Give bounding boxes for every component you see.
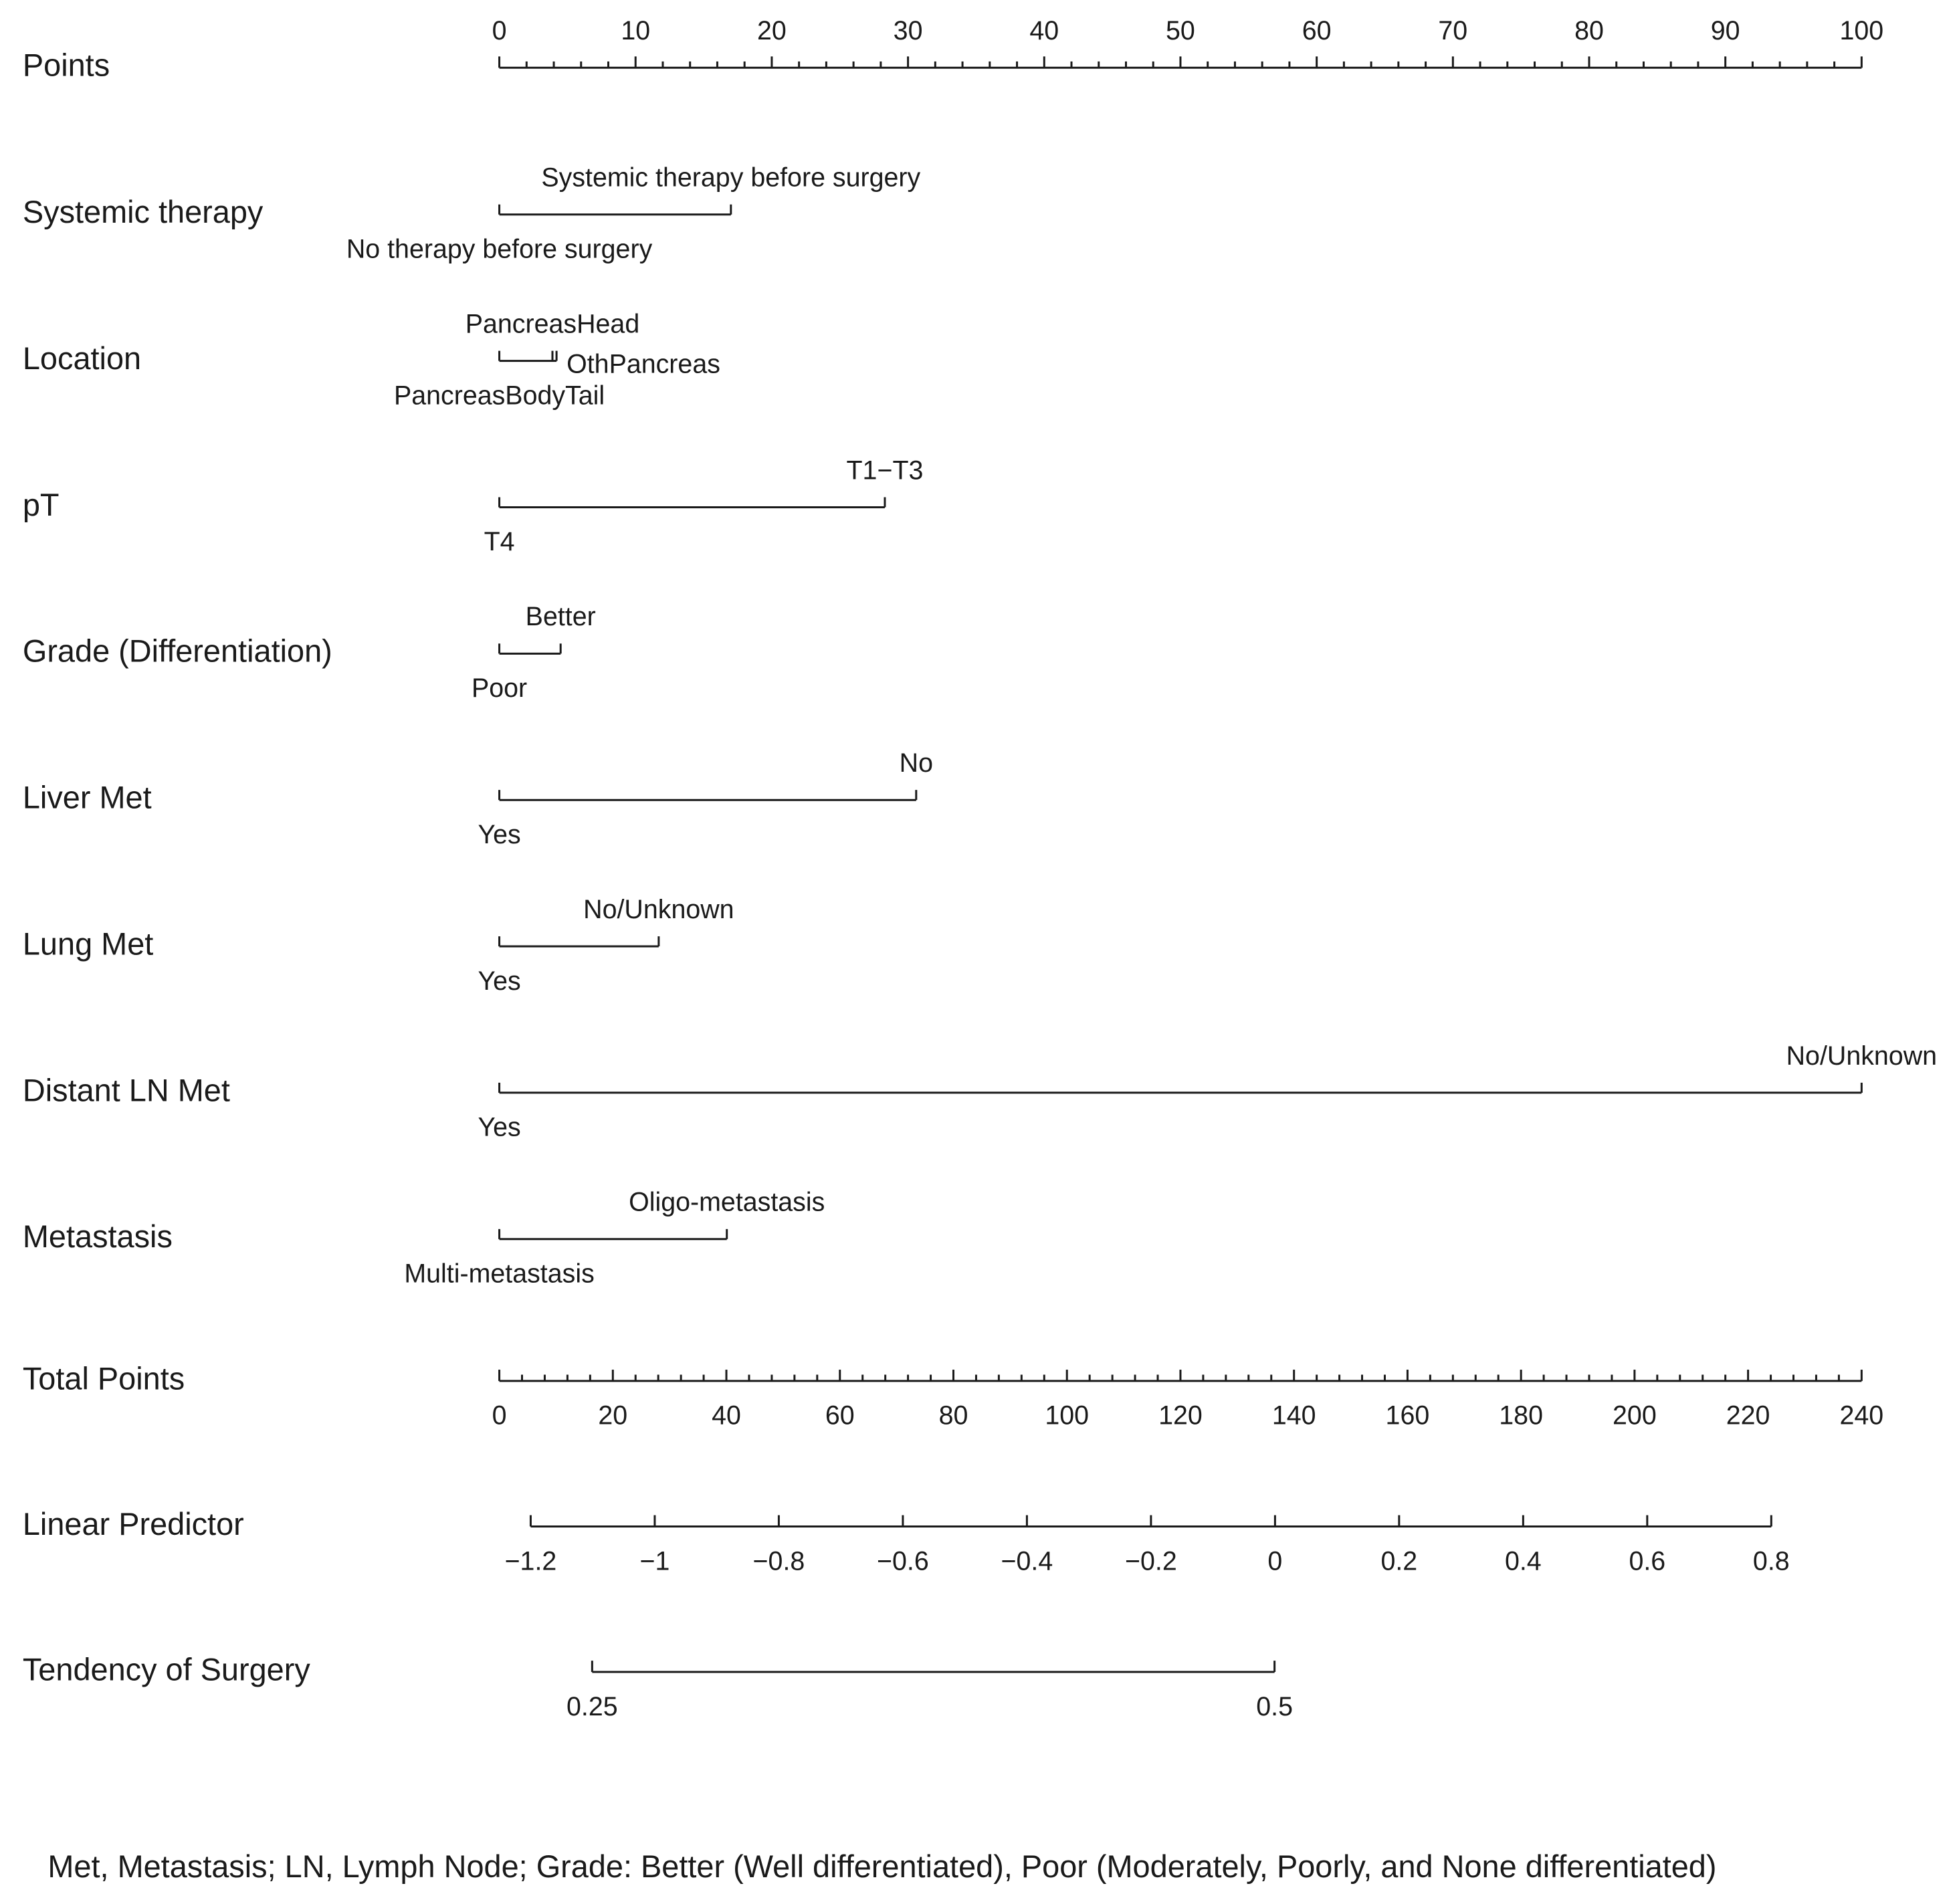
tick-label: 70 [1438, 16, 1467, 45]
level-label: No therapy before surgery [346, 235, 653, 264]
tick-label: 10 [621, 16, 650, 45]
row-label: Liver Met [23, 780, 152, 815]
row-label: Tendency of Surgery [23, 1652, 310, 1687]
tick-label: 0.2 [1380, 1546, 1417, 1576]
tick-label: 30 [894, 16, 923, 45]
tick-label: 80 [1574, 16, 1604, 45]
tick-label: 200 [1613, 1401, 1657, 1431]
tick-label: 40 [1029, 16, 1059, 45]
tick-label: 140 [1272, 1401, 1316, 1431]
tick-label: −0.2 [1125, 1546, 1177, 1576]
level-label: Yes [478, 966, 520, 996]
tick-label: 60 [825, 1401, 855, 1431]
tick-label: −0.6 [877, 1546, 929, 1576]
level-label: Yes [478, 820, 520, 849]
level-label: Better [526, 602, 596, 631]
level-label: PancreasHead [466, 309, 639, 338]
tick-label: 0.25 [566, 1692, 618, 1721]
row-label: Distant LN Met [23, 1073, 230, 1107]
tick-label: 100 [1045, 1401, 1089, 1431]
row-label: Total Points [23, 1361, 185, 1396]
level-label: T4 [484, 527, 515, 556]
tick-label: 0 [492, 16, 507, 45]
row-label: Linear Predictor [23, 1507, 244, 1542]
footnote: Met, Metastasis; LN, Lymph Node; Grade: … [47, 1849, 1716, 1884]
row-label: Location [23, 341, 141, 376]
tick-label: 220 [1726, 1401, 1770, 1431]
row-label: pT [23, 488, 60, 522]
tick-label: 0.5 [1256, 1692, 1293, 1721]
tick-label: 0.4 [1505, 1546, 1542, 1576]
level-label: Poor [472, 673, 527, 703]
tick-label: 40 [712, 1401, 741, 1431]
row-label: Grade (Differentiation) [23, 634, 332, 669]
row-label: Lung Met [23, 926, 153, 961]
row-label: Points [23, 48, 110, 83]
tick-label: 80 [939, 1401, 968, 1431]
tick-label: 120 [1158, 1401, 1203, 1431]
tick-label: −0.4 [1001, 1546, 1053, 1576]
tick-label: 60 [1302, 16, 1332, 45]
tick-label: 20 [757, 16, 787, 45]
tick-label: 0 [492, 1401, 507, 1431]
level-label: T1−T3 [847, 455, 924, 485]
tick-label: 50 [1166, 16, 1195, 45]
level-label: Systemic therapy before surgery [541, 163, 920, 193]
level-label: PancreasBodyTail [394, 381, 605, 410]
tick-label: 240 [1839, 1401, 1883, 1431]
level-label: Yes [478, 1113, 520, 1142]
tick-label: 0.6 [1629, 1546, 1665, 1576]
row-label: Systemic therapy [23, 195, 264, 229]
level-label: Multi-metastasis [404, 1259, 594, 1289]
tick-label: 0 [1267, 1546, 1282, 1576]
tick-label: 100 [1839, 16, 1883, 45]
level-label: No/Unknown [1786, 1041, 1937, 1071]
level-label: No [900, 748, 933, 778]
level-label: OthPancreas [566, 349, 720, 379]
tick-label: −1 [639, 1546, 670, 1576]
tick-label: 20 [598, 1401, 627, 1431]
tick-label: 160 [1386, 1401, 1430, 1431]
tick-label: 90 [1711, 16, 1740, 45]
tick-label: 0.8 [1753, 1546, 1790, 1576]
tick-label: −0.8 [753, 1546, 805, 1576]
tick-label: 180 [1499, 1401, 1543, 1431]
row-label: Metastasis [23, 1219, 173, 1254]
level-label: No/Unknown [583, 895, 734, 924]
tick-label: −1.2 [505, 1546, 557, 1576]
level-label: Oligo-metastasis [629, 1188, 825, 1217]
